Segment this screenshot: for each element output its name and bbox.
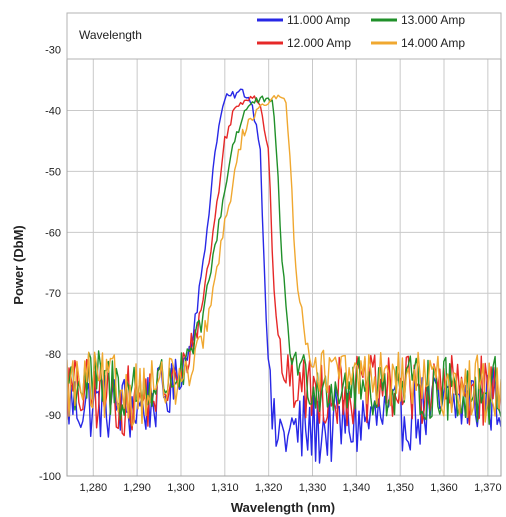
legend-label: 12.000 Amp [287,36,351,50]
x-tick-label: 1,340 [343,482,371,494]
y-tick-label: -70 [45,288,61,300]
legend-label: 14.000 Amp [401,36,465,50]
x-tick-label: 1,350 [386,482,414,494]
legend: Wavelength 11.000 Amp 13.000 Amp 12.000 Am… [66,12,502,60]
y-tick-label: -80 [45,349,61,361]
legend-label: 13.000 Amp [401,13,465,27]
series-line-2 [67,95,501,437]
x-tick-label: 1,290 [123,482,151,494]
x-tick-label: 1,370 [474,482,502,494]
legend-entries: 11.000 Amp 13.000 Amp 12.000 Amp 14.000 Amp [257,13,465,50]
x-tick-label: 1,320 [255,482,283,494]
y-tick-label: -90 [45,410,61,422]
y-tick-label: -50 [45,166,61,178]
x-tick-label: 1,360 [430,482,458,494]
y-tick-label: -60 [45,227,61,239]
x-axis-title: Wavelength (nm) [231,500,335,515]
y-tick-label: -40 [45,105,61,117]
y-tick-label: -30 [45,45,61,57]
series-line-4 [67,94,501,427]
x-tick-label: 1,310 [211,482,239,494]
series-lines [67,88,501,464]
x-tick-label: 1,300 [167,482,195,494]
tick-labels: 1,280 1,290 1,300 1,310 1,320 1,330 1,340 1,350… [39,45,502,494]
legend-box [66,12,502,60]
legend-label: 11.000 Amp [287,13,350,27]
y-axis-title: Power (DbM) [11,225,26,304]
x-tick-label: 1,280 [80,482,108,494]
x-tick-label: 1,330 [299,482,327,494]
legend-title: Wavelength [79,28,142,42]
y-tick-label: -100 [39,471,61,483]
